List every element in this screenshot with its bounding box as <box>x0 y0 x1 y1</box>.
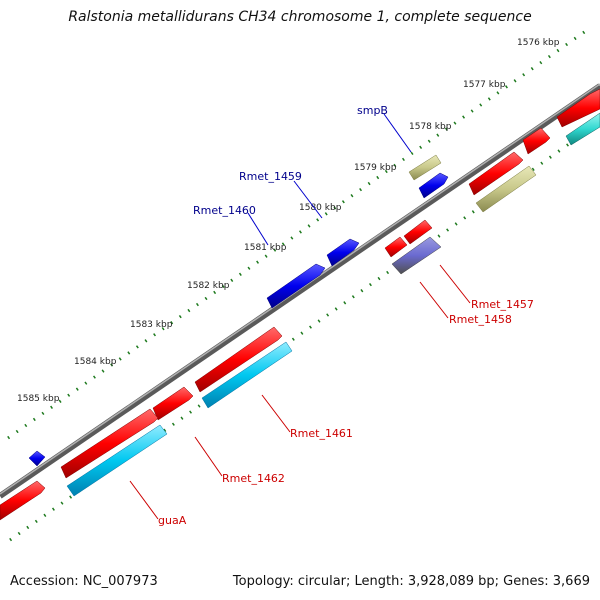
scale-label: 1584 kbp <box>74 357 117 367</box>
accession-text: Accession: NC_007973 <box>10 574 158 589</box>
gene-rmet-1458[interactable] <box>384 236 408 258</box>
scale-label: 1580 kbp <box>299 203 342 213</box>
gene-blue-small-right[interactable] <box>418 172 449 199</box>
scale-labels: 1576 kbp 1577 kbp 1578 kbp 1579 kbp 1580… <box>17 38 560 404</box>
gene-rmet-1459[interactable] <box>326 238 360 267</box>
gene-label-rmet-1461: Rmet_1461 <box>290 427 353 440</box>
gene-label-rmet-1458: Rmet_1458 <box>449 313 512 326</box>
gene-label-rmet-1460: Rmet_1460 <box>193 204 256 217</box>
gene-slate[interactable] <box>391 236 442 275</box>
gene-blue-small-left[interactable] <box>28 450 46 467</box>
scale-label: 1579 kbp <box>354 163 397 173</box>
gene-red-mid-right[interactable] <box>468 151 524 196</box>
gene-label-rmet-1457: Rmet_1457 <box>471 298 534 311</box>
scale-label: 1578 kbp <box>409 122 452 132</box>
gene-red-top-right-2[interactable] <box>522 127 551 155</box>
gene-label-smpB: smpB <box>357 104 388 117</box>
gene-rmet-1461-cyan[interactable] <box>201 341 293 409</box>
gene-rmet-1461-red[interactable] <box>194 326 283 393</box>
gene-rmet-1457[interactable] <box>403 219 433 245</box>
gene-label-guaA: guaA <box>158 514 187 527</box>
summary-text: Topology: circular; Length: 3,928,089 bp… <box>232 574 590 589</box>
gene-teal-top-right[interactable] <box>565 112 600 146</box>
gene-labels: smpB Rmet_1459 Rmet_1460 Rmet_1457 Rmet_… <box>158 104 534 527</box>
gene-rmet-1460[interactable] <box>266 263 326 309</box>
gene-red-long-lower[interactable] <box>60 408 159 479</box>
gene-smpB[interactable] <box>408 154 442 181</box>
gene-guaA[interactable] <box>66 424 168 497</box>
map-title: Ralstonia metallidurans CH34 chromosome … <box>68 9 532 25</box>
scale-label: 1583 kbp <box>130 320 173 330</box>
gene-olive-mid-right[interactable] <box>475 165 537 213</box>
gene-rmet-1462[interactable] <box>152 386 194 421</box>
scale-label: 1581 kbp <box>244 243 287 253</box>
gene-label-rmet-1459: Rmet_1459 <box>239 170 302 183</box>
gene-label-rmet-1462: Rmet_1462 <box>222 472 285 485</box>
gene-red-top-right-1[interactable] <box>556 88 600 128</box>
scale-label: 1582 kbp <box>187 281 230 291</box>
scale-label: 1576 kbp <box>517 38 560 48</box>
gene-red-bottom-left[interactable] <box>0 480 46 521</box>
scale-label: 1577 kbp <box>463 80 506 90</box>
label-leader-lines <box>129 113 471 520</box>
scale-label: 1585 kbp <box>17 394 60 404</box>
